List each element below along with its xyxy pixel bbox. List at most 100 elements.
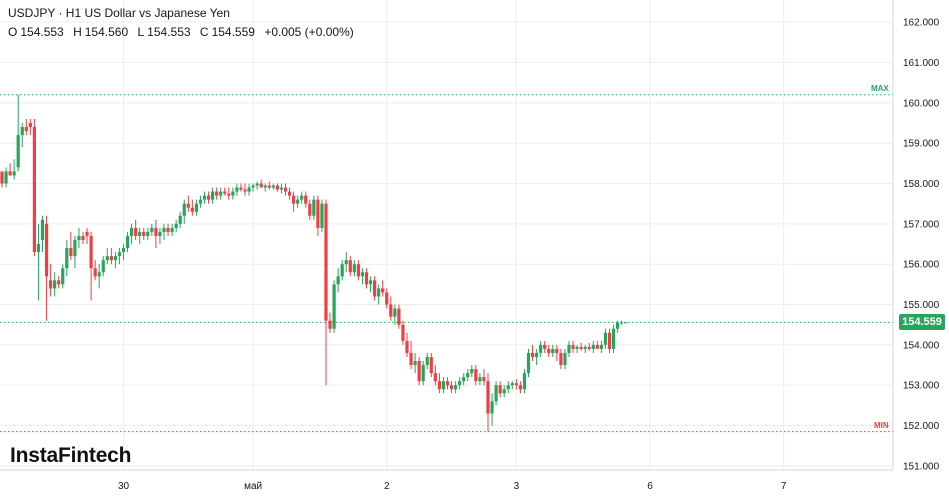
candle[interactable] bbox=[324, 199, 328, 386]
candle[interactable] bbox=[381, 280, 385, 297]
candle[interactable] bbox=[194, 199, 198, 216]
candle[interactable] bbox=[134, 219, 138, 240]
candle[interactable] bbox=[16, 94, 20, 172]
candle[interactable] bbox=[93, 260, 97, 281]
candle[interactable] bbox=[125, 231, 130, 253]
candle[interactable] bbox=[182, 199, 186, 224]
candle[interactable] bbox=[267, 181, 271, 190]
candle[interactable] bbox=[69, 231, 73, 261]
candle[interactable] bbox=[445, 377, 450, 390]
candle[interactable] bbox=[368, 276, 373, 293]
candle[interactable] bbox=[97, 264, 101, 289]
candle[interactable] bbox=[514, 379, 518, 390]
candle[interactable] bbox=[559, 348, 563, 370]
candle[interactable] bbox=[389, 296, 393, 321]
candle[interactable] bbox=[364, 268, 369, 289]
candle[interactable] bbox=[425, 352, 429, 370]
candle[interactable] bbox=[28, 118, 32, 136]
candle[interactable] bbox=[215, 187, 219, 200]
candle[interactable] bbox=[551, 344, 555, 357]
candle[interactable] bbox=[8, 163, 12, 176]
candle[interactable] bbox=[360, 268, 365, 285]
candle[interactable] bbox=[36, 223, 41, 301]
candle[interactable] bbox=[486, 373, 490, 432]
candle[interactable] bbox=[352, 260, 356, 277]
candle[interactable] bbox=[117, 248, 122, 265]
candle[interactable] bbox=[198, 195, 203, 208]
candle[interactable] bbox=[109, 248, 113, 265]
candle[interactable] bbox=[44, 215, 49, 321]
candle[interactable] bbox=[348, 256, 352, 277]
candle[interactable] bbox=[591, 340, 595, 353]
candle[interactable] bbox=[498, 381, 502, 398]
candle[interactable] bbox=[567, 340, 571, 357]
candle[interactable] bbox=[547, 344, 551, 357]
candle[interactable] bbox=[105, 248, 109, 265]
candle[interactable] bbox=[243, 183, 247, 196]
candle[interactable] bbox=[178, 211, 182, 228]
candle[interactable] bbox=[130, 223, 134, 245]
candle[interactable] bbox=[57, 276, 61, 289]
candle[interactable] bbox=[441, 377, 446, 394]
candle[interactable] bbox=[247, 183, 251, 196]
candle[interactable] bbox=[522, 369, 527, 394]
candle[interactable] bbox=[433, 365, 437, 386]
candle[interactable] bbox=[482, 369, 486, 386]
candle[interactable] bbox=[300, 191, 304, 204]
candle[interactable] bbox=[162, 223, 166, 240]
candle[interactable] bbox=[113, 252, 117, 269]
candle[interactable] bbox=[259, 179, 263, 188]
candle[interactable] bbox=[81, 231, 85, 245]
candle[interactable] bbox=[219, 187, 223, 200]
candle[interactable] bbox=[190, 199, 194, 216]
candle[interactable] bbox=[308, 199, 312, 220]
candle[interactable] bbox=[235, 183, 239, 196]
candle[interactable] bbox=[571, 340, 575, 353]
candle[interactable] bbox=[150, 223, 154, 236]
candle[interactable] bbox=[377, 284, 381, 305]
candle[interactable] bbox=[417, 356, 421, 386]
candle[interactable] bbox=[449, 381, 454, 394]
candle[interactable] bbox=[413, 352, 417, 374]
candle[interactable] bbox=[85, 227, 89, 245]
candle[interactable] bbox=[101, 256, 105, 277]
candle[interactable] bbox=[296, 195, 300, 208]
candle[interactable] bbox=[429, 352, 433, 378]
candle[interactable] bbox=[89, 231, 93, 301]
candle[interactable] bbox=[539, 340, 543, 357]
candle[interactable] bbox=[336, 268, 340, 293]
candle[interactable] bbox=[166, 223, 170, 236]
candle[interactable] bbox=[251, 183, 255, 192]
candle[interactable] bbox=[397, 304, 401, 329]
candle[interactable] bbox=[320, 199, 324, 232]
candle[interactable] bbox=[292, 191, 296, 212]
candle[interactable] bbox=[53, 272, 57, 297]
candle[interactable] bbox=[24, 118, 28, 136]
candle[interactable] bbox=[304, 191, 308, 208]
candle[interactable] bbox=[603, 328, 608, 349]
candle[interactable] bbox=[401, 320, 405, 345]
candle[interactable] bbox=[356, 260, 360, 281]
candle[interactable] bbox=[575, 344, 579, 353]
candle[interactable] bbox=[478, 373, 482, 386]
candle[interactable] bbox=[518, 381, 522, 394]
candle[interactable] bbox=[186, 195, 190, 212]
candle[interactable] bbox=[65, 239, 69, 277]
candle[interactable] bbox=[454, 381, 458, 394]
candle[interactable] bbox=[73, 235, 77, 269]
candle[interactable] bbox=[239, 183, 243, 192]
candle[interactable] bbox=[595, 340, 599, 349]
candle[interactable] bbox=[421, 361, 425, 386]
candle[interactable] bbox=[458, 377, 462, 390]
candle[interactable] bbox=[271, 183, 275, 190]
candle[interactable] bbox=[283, 183, 288, 196]
candle[interactable] bbox=[373, 276, 377, 301]
candle[interactable] bbox=[170, 223, 174, 236]
candle[interactable] bbox=[77, 227, 81, 249]
candle[interactable] bbox=[40, 215, 45, 253]
candle[interactable] bbox=[255, 181, 259, 190]
candle[interactable] bbox=[121, 244, 126, 261]
candle[interactable] bbox=[530, 344, 535, 362]
